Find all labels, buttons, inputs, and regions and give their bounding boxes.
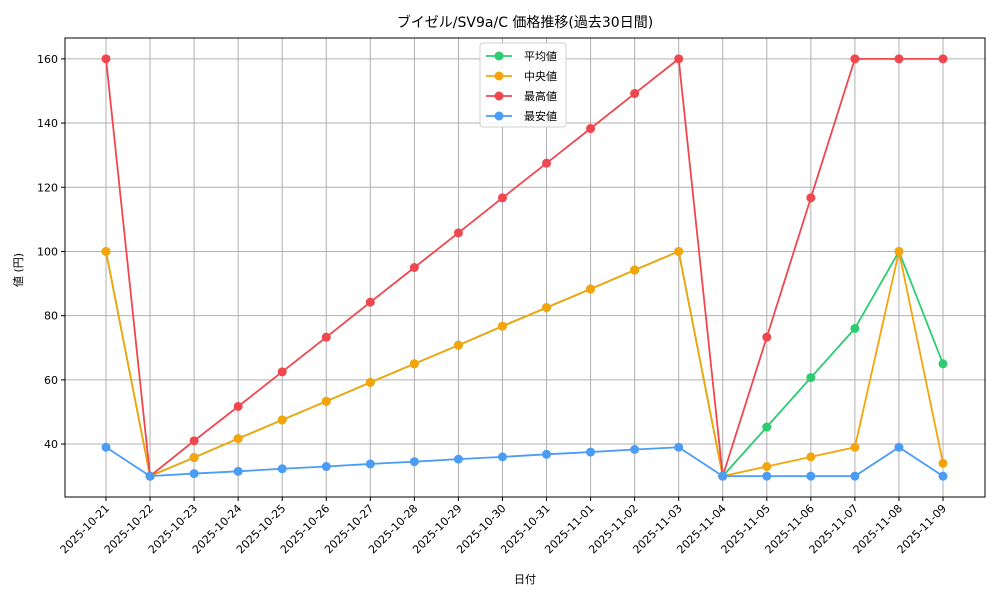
series-1 [101,246,948,481]
data-point [806,471,816,481]
series-line [105,57,943,478]
data-point [938,471,948,481]
y-axis-ticks: 40 60 80 100 120 140 160 [37,53,65,451]
y-tick-label: 60 [44,374,58,387]
data-point [586,124,596,134]
data-point [365,377,375,387]
legend-item: 中央値 [486,70,557,83]
data-point [497,321,507,331]
data-point [321,462,331,472]
legend-box [479,42,567,128]
data-point [409,263,419,272]
data-point [233,434,243,444]
data-point [321,396,331,406]
legend-marker-icon [494,71,504,81]
data-point [453,228,463,238]
data-point [674,442,684,452]
legend-label: 平均値 [524,50,557,63]
series-line [105,446,944,478]
data-point [850,323,860,333]
data-point [806,373,816,383]
data-point [497,452,507,462]
data-point [321,332,331,342]
data-point [938,458,948,468]
data-point [894,442,904,452]
legend-marker-icon [494,51,504,61]
data-point [233,401,243,411]
series-line [105,249,944,479]
legend-marker-icon [494,111,504,121]
x-axis-ticks: 2025-10-212025-10-222025-10-232025-10-24… [58,497,949,556]
data-point [409,457,419,467]
y-tick-label: 80 [44,310,58,323]
y-axis-label: 値 (円) [12,253,25,287]
legend-item: 最高値 [486,89,557,103]
data-point [277,367,287,377]
data-point [630,444,640,454]
series-3 [101,442,948,481]
series-line [105,250,944,478]
legend-label: 中央値 [524,70,557,83]
data-point [674,54,684,64]
data-point [586,447,596,457]
data-point [762,471,772,481]
data-point [189,436,199,446]
series-0 [101,246,948,481]
y-tick-label: 40 [44,438,58,451]
y-tick-label: 100 [37,245,58,258]
data-point [630,89,640,99]
data-point [718,471,728,481]
chart-title: ブイゼル/SV9a/C 価格推移(過去30日間) [397,14,653,31]
data-point [938,54,948,64]
legend-label: 最高値 [524,89,557,103]
data-point [674,246,684,256]
data-point [497,193,507,203]
legend-marker-icon [494,91,504,101]
y-tick-label: 140 [37,117,58,130]
data-point [938,359,948,369]
data-point [365,297,375,307]
plot-frame [64,37,986,498]
x-axis-label: 日付 [514,573,536,586]
data-point [806,193,816,203]
data-point [101,246,111,256]
data-point [586,284,596,294]
legend-label: 最安値 [524,109,557,123]
data-point [762,462,772,472]
data-point [806,452,816,462]
data-point [850,54,860,64]
data-point [850,442,860,452]
data-point [542,303,552,313]
data-point [850,471,860,481]
data-point [101,442,111,452]
data-point [145,471,155,481]
data-point [453,454,463,464]
data-point [233,466,243,476]
data-point [542,449,552,459]
legend-item: 最安値 [486,109,557,123]
legend-item: 平均値 [486,50,557,63]
y-tick-label: 160 [37,53,58,66]
series-2 [101,54,948,481]
data-point [409,359,419,369]
series-layer [101,54,948,481]
data-point [894,246,904,256]
data-point [762,332,772,342]
data-point [189,469,199,479]
data-point [894,54,904,64]
data-point [762,422,772,432]
data-point [277,464,287,474]
y-tick-label: 120 [37,181,58,194]
data-point [189,453,199,463]
data-point [630,265,640,275]
data-point [101,54,111,64]
data-point [277,415,287,425]
data-point [365,459,375,469]
data-point [453,340,463,350]
data-point [542,158,552,168]
